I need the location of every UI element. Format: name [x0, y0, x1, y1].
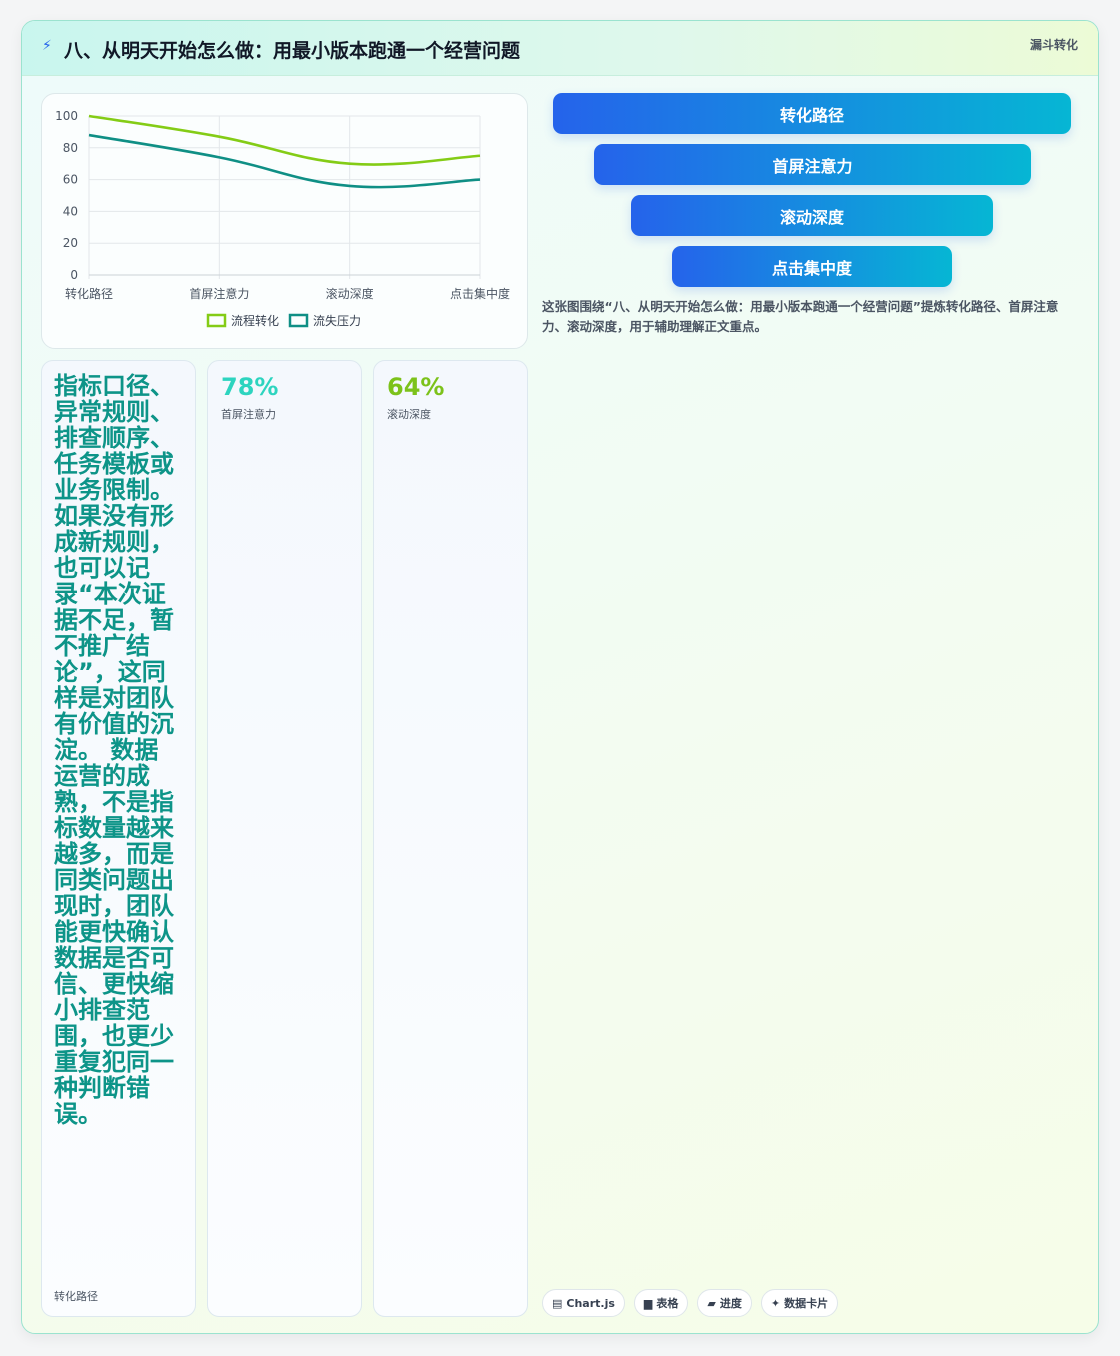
tag-row: ▤ Chart.js ▆ 表格 ▰ 进度 ✦ 数据卡片 — [542, 1289, 839, 1317]
metric-body-text: 指标口径、异常规则、排查顺序、任务模板或业务限制。如果没有形成新规则，也可以记录… — [54, 372, 174, 1128]
chart-icon: ▤ — [552, 1296, 563, 1310]
series-line-2 — [88, 133, 481, 189]
header: ⚡ 八、从明天开始怎么做：用最小版本跑通一个经营问题 漏斗转化 — [22, 21, 1098, 76]
legend-label: 流程转化 — [231, 313, 279, 328]
chart-caption: 这张图围绕“八、从明天开始怎么做：用最小版本跑通一个经营问题”提炼转化路径、首屏… — [542, 299, 1059, 334]
legend-swatch — [206, 313, 227, 328]
funnel-step-4[interactable]: 点击集中度 — [672, 246, 952, 287]
metric-card-attention: 78% 首屏注意力 — [207, 360, 362, 1317]
metric-value: 64% — [387, 373, 445, 401]
metric-card-text: 指标口径、异常规则、排查顺序、任务模板或业务限制。如果没有形成新规则，也可以记录… — [41, 360, 196, 1317]
tag-data-card[interactable]: ✦ 数据卡片 — [760, 1289, 839, 1317]
progress-icon: ▰ — [707, 1296, 716, 1310]
metric-value: 78% — [221, 373, 279, 401]
x-tick-label: 点击集中度 — [450, 286, 510, 301]
x-tick-label: 转化路径 — [65, 286, 113, 301]
x-tick-label: 滚动深度 — [326, 286, 374, 301]
tag-label: 表格 — [656, 1297, 679, 1310]
y-tick-label: 0 — [70, 268, 78, 282]
tag-table[interactable]: ▆ 表格 — [633, 1289, 689, 1317]
tag-progress[interactable]: ▰ 进度 — [697, 1289, 752, 1317]
metric-label: 滚动深度 — [387, 408, 431, 421]
line-chart-panel: 0 20 40 60 80 100 转化路径 首屏注意力 滚动深度 点击集中度流程转化 流失压力 — [41, 93, 528, 349]
sparkle-icon: ✦ — [770, 1296, 781, 1310]
legend-swatch — [288, 313, 309, 328]
funnel-step-3[interactable]: 滚动深度 — [631, 195, 993, 236]
page-title: 八、从明天开始怎么做：用最小版本跑通一个经营问题 — [64, 40, 521, 62]
y-tick-label: 80 — [63, 141, 78, 155]
x-tick-label: 首屏注意力 — [189, 286, 249, 301]
bolt-icon: ⚡ — [42, 38, 52, 54]
series-line-1 — [88, 114, 481, 166]
metric-label: 转化路径 — [54, 1290, 98, 1303]
tag-label: Chart.js — [566, 1296, 615, 1310]
tag-label: 进度 — [719, 1297, 742, 1310]
metric-label: 首屏注意力 — [221, 408, 276, 421]
table-icon: ▆ — [643, 1296, 653, 1310]
tag-chartjs[interactable]: ▤ Chart.js — [542, 1289, 625, 1317]
category-badge: 漏斗转化 — [1029, 38, 1078, 52]
y-tick-label: 20 — [63, 236, 78, 250]
main-card: ⚡ 八、从明天开始怎么做：用最小版本跑通一个经营问题 漏斗转化 0 20 40 60 8… — [21, 20, 1099, 1334]
funnel-step-2[interactable]: 首屏注意力 — [594, 144, 1031, 185]
y-tick-label: 60 — [63, 173, 78, 187]
legend-label: 流失压力 — [313, 313, 361, 328]
metric-card-scroll: 64% 滚动深度 — [373, 360, 528, 1317]
tag-label: 数据卡片 — [784, 1297, 829, 1310]
y-tick-label: 100 — [55, 109, 78, 123]
funnel-step-1[interactable]: 转化路径 — [553, 93, 1071, 134]
y-tick-label: 40 — [63, 204, 78, 218]
